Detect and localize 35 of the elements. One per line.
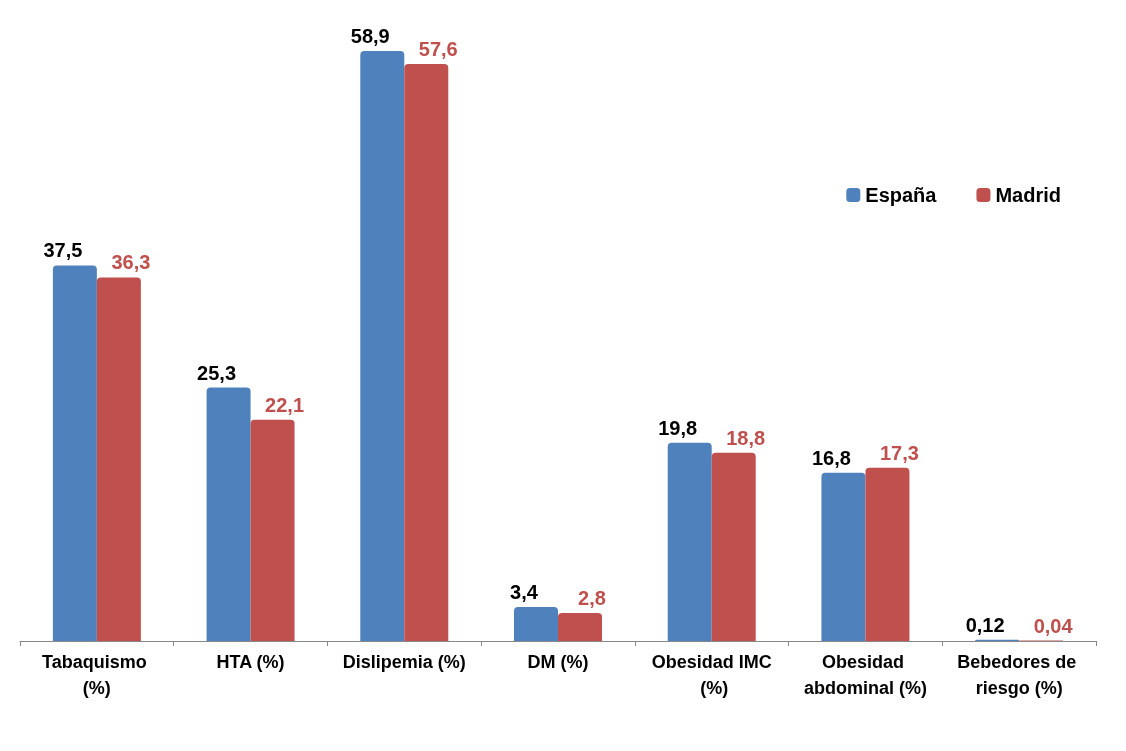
bar bbox=[250, 419, 295, 641]
x-tick-label: Obesidad abdominal (%) bbox=[803, 652, 927, 698]
x-tick-label: HTA (%) bbox=[216, 652, 285, 672]
bar bbox=[206, 387, 251, 641]
bar bbox=[558, 612, 602, 641]
bar bbox=[514, 606, 558, 641]
data-label: 17,3 bbox=[879, 441, 919, 464]
data-label: 0,12 bbox=[965, 613, 1005, 636]
x-tick-label: Obesidad IMC (%) bbox=[651, 652, 772, 698]
bar bbox=[667, 442, 712, 641]
data-label: 0,04 bbox=[1033, 614, 1074, 637]
bar bbox=[96, 277, 141, 641]
x-tick-label: Tabaquismo (%) bbox=[42, 652, 152, 698]
x-tick-label: Bebedores de riesgo (%) bbox=[957, 652, 1082, 698]
data-label: 57,6 bbox=[418, 38, 458, 61]
data-label: 16,8 bbox=[811, 446, 851, 469]
bar bbox=[865, 467, 910, 641]
data-label: 58,9 bbox=[350, 25, 390, 48]
data-label: 25,3 bbox=[197, 361, 237, 384]
legend-label: España bbox=[865, 184, 938, 206]
data-label: 3,4 bbox=[510, 580, 539, 603]
data-label: 2,8 bbox=[578, 586, 606, 609]
data-label: 36,3 bbox=[111, 251, 151, 274]
bar bbox=[711, 452, 756, 641]
bar bbox=[52, 265, 97, 641]
data-label: 37,5 bbox=[43, 239, 83, 262]
bar bbox=[360, 51, 405, 641]
data-label: 18,8 bbox=[726, 426, 766, 449]
data-label: 19,8 bbox=[658, 416, 698, 439]
legend-label: Madrid bbox=[995, 184, 1062, 206]
x-tick-label: DM (%) bbox=[527, 652, 589, 672]
data-label: 22,1 bbox=[265, 393, 305, 416]
bar bbox=[821, 472, 866, 641]
bar bbox=[404, 64, 449, 641]
x-tick-label: Dislipemia (%) bbox=[342, 652, 466, 672]
